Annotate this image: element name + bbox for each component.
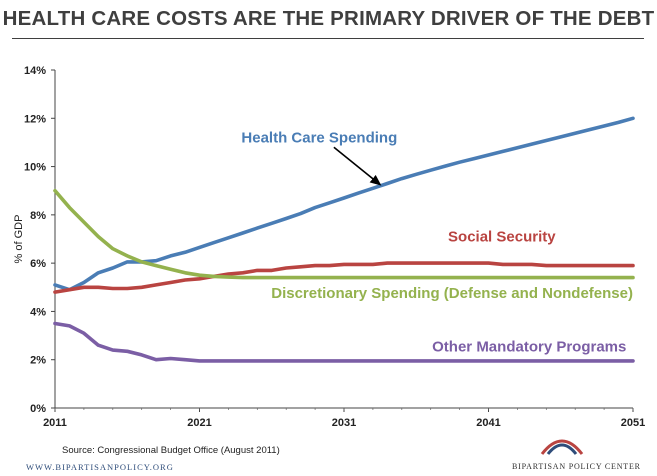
org-name: BIPARTISAN POLICY CENTER bbox=[512, 462, 641, 471]
bipartisan-logo-icon bbox=[540, 439, 584, 455]
title-divider bbox=[12, 38, 644, 39]
chart-axes: 0% 2% 4% 6% 8% 10% 12% 14% 2011 2021 2031 2041 2051%… bbox=[13, 65, 645, 429]
x-tick-label: 2011 bbox=[43, 417, 67, 429]
annotations bbox=[333, 146, 382, 186]
annotation-arrow bbox=[333, 146, 382, 186]
series-label-social-security: Social Security bbox=[448, 228, 556, 245]
series-line-discretionary-spending-defense-and-nondefense bbox=[53, 188, 635, 280]
series-line-health-care-spending bbox=[53, 116, 635, 292]
x-tick-label: 2031 bbox=[332, 417, 356, 429]
website-link[interactable]: WWW.BIPARTISANPOLICY.ORG bbox=[26, 462, 174, 472]
series-label-health-care-spending: Health Care Spending bbox=[241, 129, 397, 146]
y-tick-label: 6% bbox=[30, 258, 46, 270]
y-tick-label: 12% bbox=[24, 113, 46, 125]
y-tick-label: 8% bbox=[30, 210, 46, 222]
series-labels: Health Care Spending Social Security Discr… bbox=[241, 129, 633, 355]
y-tick-label: 2% bbox=[30, 355, 46, 367]
x-tick-label: 2021 bbox=[187, 417, 211, 429]
y-tick-label: 4% bbox=[30, 306, 46, 318]
series-line-other-mandatory-programs bbox=[53, 321, 635, 363]
x-tick-label: 2041 bbox=[476, 417, 500, 429]
series-lines bbox=[53, 116, 635, 363]
y-tick-label: 0% bbox=[30, 403, 46, 415]
source-note: Source: Congressional Budget Office (Aug… bbox=[62, 445, 280, 456]
series-line-social-security bbox=[53, 261, 635, 294]
series-label-other-mandatory-programs: Other Mandatory Programs bbox=[432, 338, 626, 355]
series-label-discretionary-spending-defense-and-nondefense: Discretionary Spending (Defense and Nond… bbox=[271, 285, 633, 302]
y-tick-label: 14% bbox=[24, 65, 46, 77]
y-axis-title: % of GDP bbox=[13, 215, 25, 264]
x-tick-label: 2051 bbox=[621, 417, 645, 429]
y-tick-label: 10% bbox=[24, 162, 46, 174]
chart-title: HEALTH CARE COSTS ARE THE PRIMARY DRIVER… bbox=[2, 7, 655, 30]
